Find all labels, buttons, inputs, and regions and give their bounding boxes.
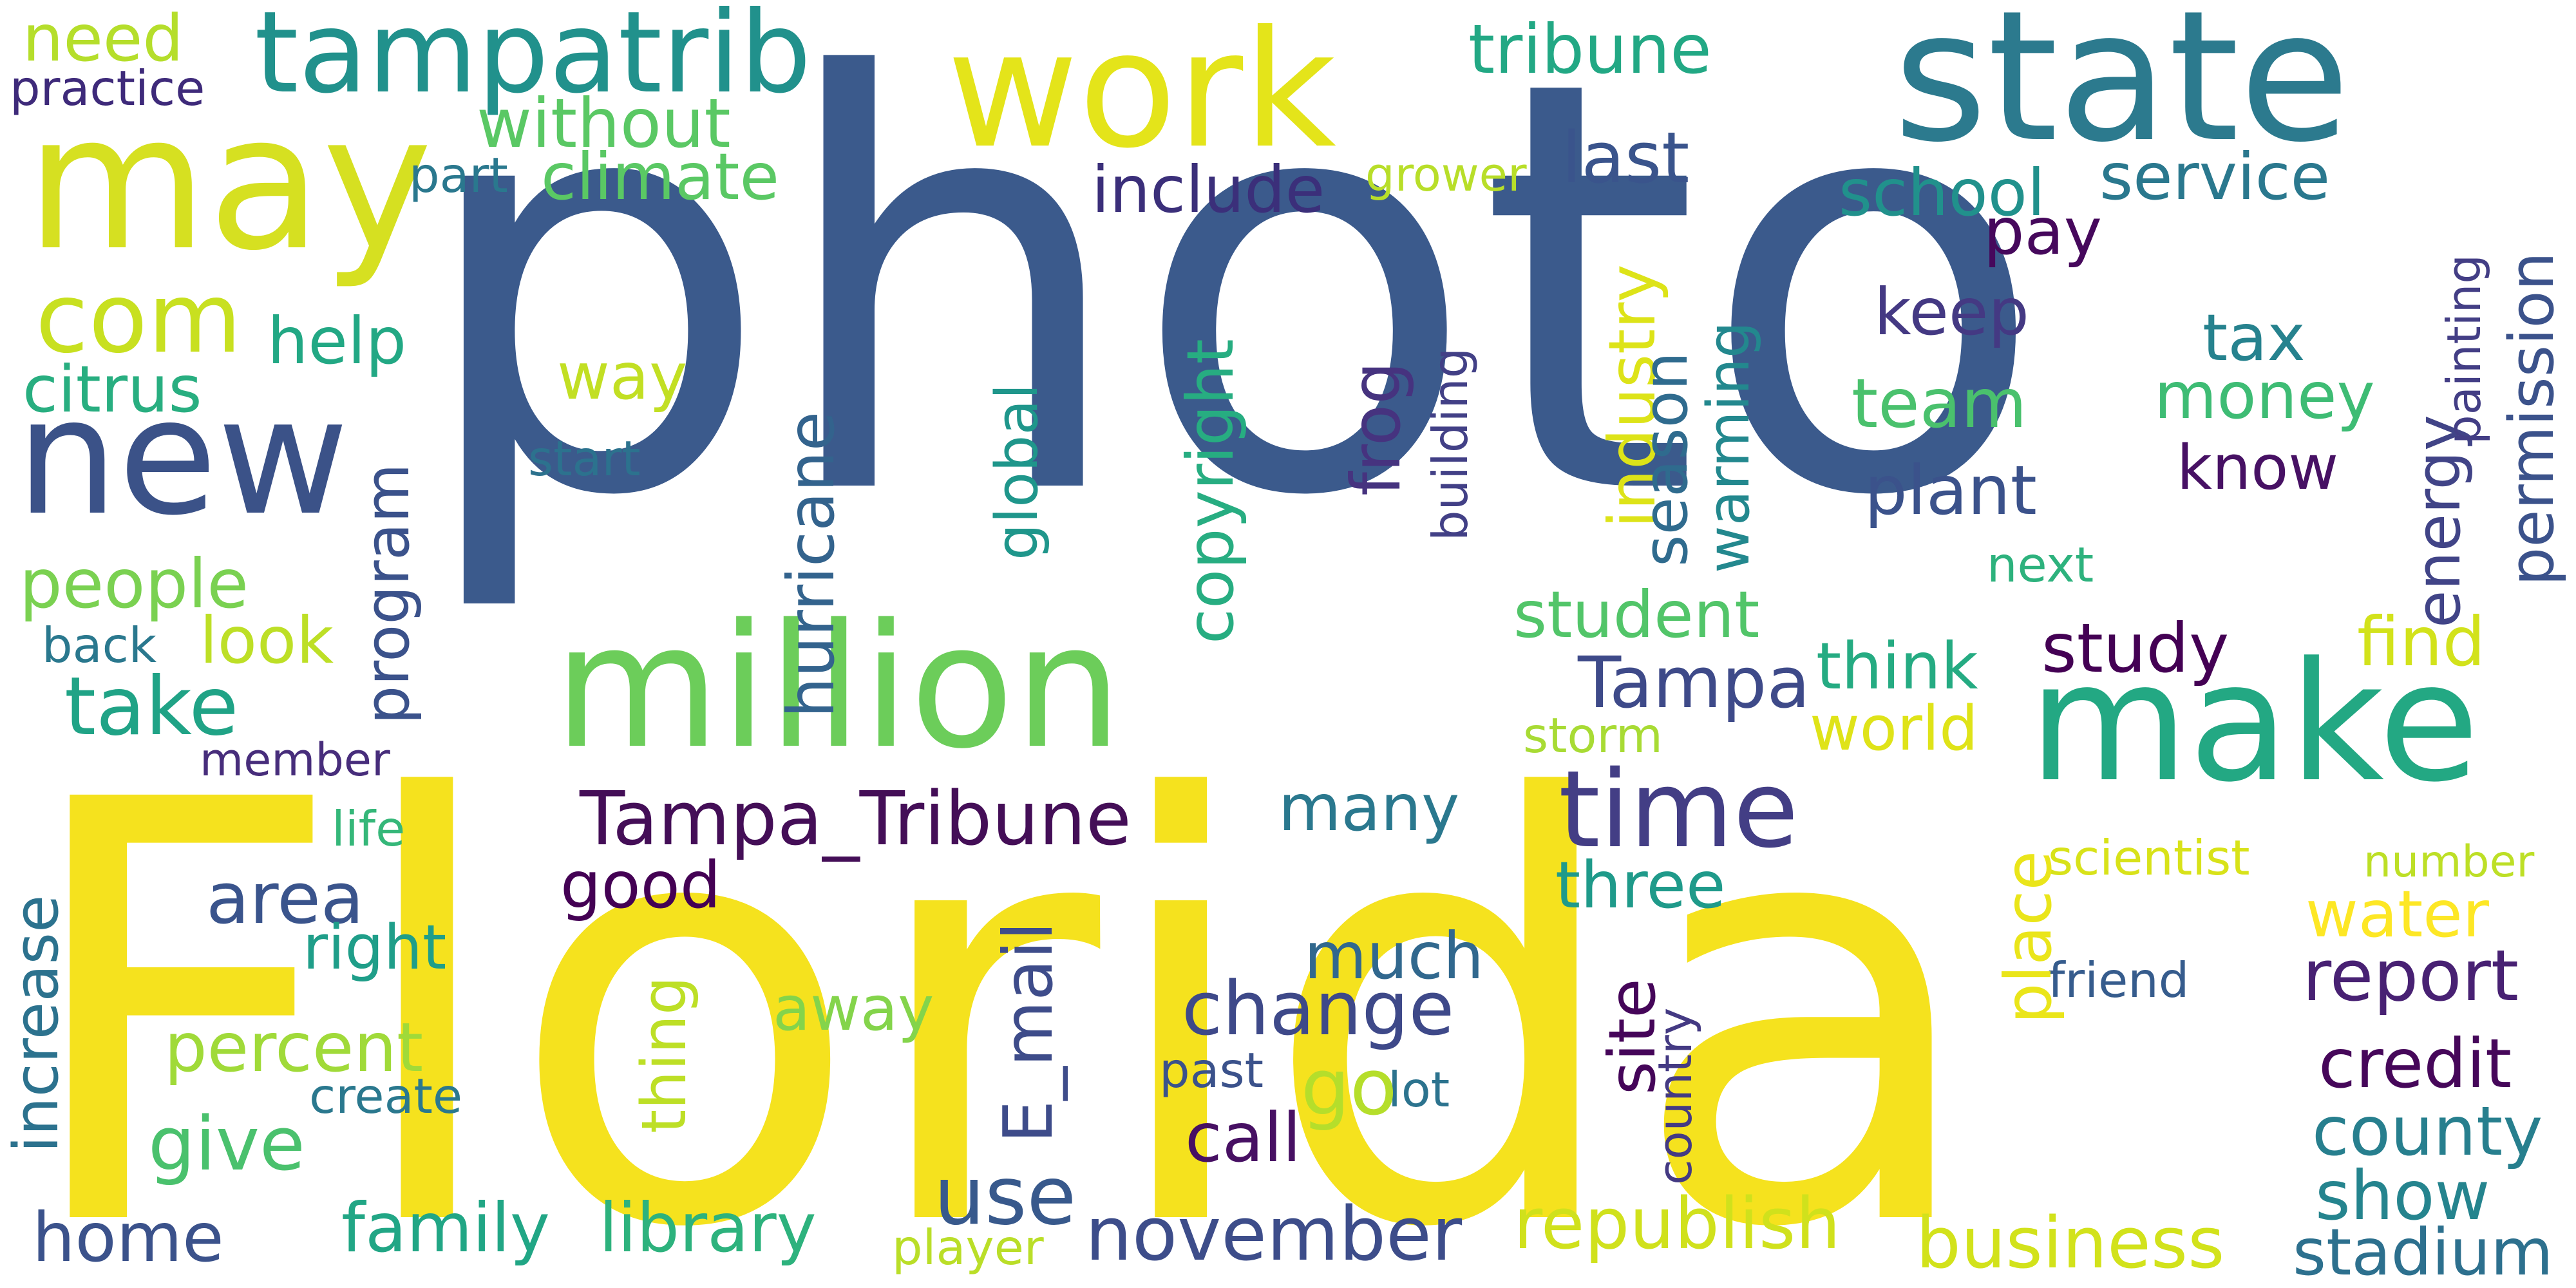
word-keep: keep [1874,274,2029,350]
word-county: county [2312,1092,2543,1171]
word-family: family [341,1189,551,1267]
word-com: com [35,263,242,375]
word-business: business [1916,1202,2225,1284]
word-may: may [26,75,433,292]
word-stadium: stadium [2293,1215,2553,1288]
word-without: without [477,84,731,163]
word-look: look [200,603,334,678]
word-world: world [1810,694,1978,764]
word-practice: practice [10,60,205,117]
word-next: next [1987,536,2094,593]
word-energy: energy [2403,414,2474,628]
word-tribune: tribune [1468,10,1712,89]
word-tax: tax [2202,300,2306,375]
word-start: start [528,430,641,487]
word-find: find [2357,603,2486,681]
word-painting: painting [2437,254,2491,444]
word-go: go [1301,1043,1397,1133]
word-tampa: Tampa [1578,641,1810,724]
word-building: building [1422,347,1479,541]
word-country: country [1648,1007,1702,1185]
word-percent: percent [164,1009,424,1087]
word-time: time [1558,748,1799,871]
word-think: think [1816,629,1978,704]
word-create: create [309,1068,463,1124]
word-lot: lot [1388,1061,1450,1118]
word-pay: pay [1984,194,2102,269]
word-e-mail: E_mail [989,922,1068,1143]
word-away: away [773,974,934,1045]
word-thing: thing [629,976,700,1133]
word-member: member [200,734,390,786]
word-work: work [947,0,1336,184]
word-people: people [19,545,249,623]
word-home: home [32,1198,224,1277]
word-november: november [1085,1191,1463,1278]
word-change: change [1182,966,1455,1052]
word-student: student [1513,577,1760,652]
word-make: make [2029,627,2480,819]
word-show: show [2315,1157,2490,1235]
word-grower: grower [1365,147,1527,202]
word-much: much [1304,918,1484,994]
word-new: new [16,363,349,551]
word-take: take [64,660,239,753]
word-area: area [206,857,365,940]
word-service: service [2099,139,2331,214]
word-past: past [1159,1042,1264,1099]
word-way: way [557,339,688,414]
word-copyright: copyright [1173,339,1248,644]
word-program: program [352,463,423,724]
word-million: million [554,588,1122,786]
word-tampa-tribune: Tampa_Tribune [580,776,1132,862]
word-know: know [2177,433,2339,504]
word-give: give [148,1101,305,1188]
word-water: water [2306,876,2489,952]
word-study: study [2041,609,2230,688]
word-season: season [1631,352,1701,567]
word-citrus: citrus [23,352,202,427]
word-last: last [1562,117,1690,199]
word-warming: warming [1695,321,1763,573]
word-friend: friend [2048,952,2190,1009]
word-help: help [267,303,407,379]
word-money: money [2154,358,2375,433]
word-state: state [1893,0,2351,182]
word-use: use [934,1150,1077,1243]
word-credit: credit [2318,1025,2512,1103]
word-life: life [332,800,406,857]
word-library: library [599,1189,817,1267]
word-need: need [23,1,184,76]
word-climate: climate [541,139,779,214]
word-call: call [1185,1099,1302,1177]
word-good: good [560,848,721,923]
word-back: back [42,617,157,674]
word-many: many [1278,770,1460,846]
word-florida: Florida [13,680,1985,1288]
word-report: report [2302,934,2519,1017]
word-frog: frog [1337,361,1416,496]
word-storm: storm [1523,707,1663,764]
word-right: right [303,913,447,983]
word-player: player [892,1219,1044,1276]
word-global: global [983,383,1051,560]
word-number: number [2363,837,2535,887]
word-three: three [1555,848,1726,923]
word-hurricane: hurricane [773,411,849,718]
word-plant: plant [1864,451,2037,530]
word-photo: photo [412,0,2047,620]
word-increase: increase [1,895,72,1153]
word-tampatrib: tampatrib [254,0,811,118]
word-team: team [1852,365,2027,443]
word-permission: permission [2497,252,2568,586]
word-include: include [1092,152,1325,227]
word-place: place [1991,850,2066,1024]
word-school: school [1839,155,2045,231]
word-republish: republish [1513,1182,1841,1265]
word-part: part [409,147,508,204]
word-scientist: scientist [2048,829,2250,886]
